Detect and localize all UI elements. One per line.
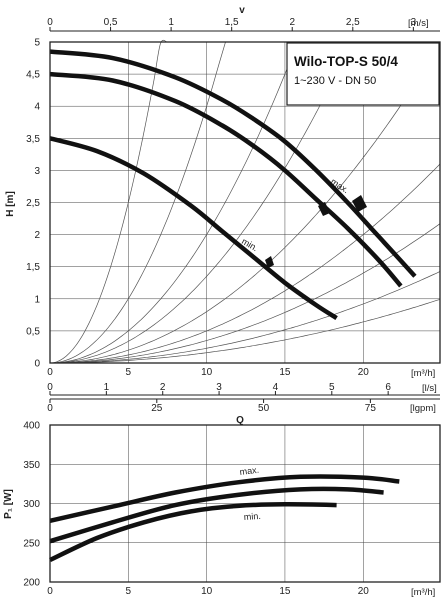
lgpm-tick-label: 0 [47, 403, 53, 414]
system-curve [49, 223, 441, 364]
lgpm-tick-label: 50 [258, 403, 270, 414]
velocity-axis: v 0 0,5 1 1,5 2 2,5 3 [m/s] [47, 5, 440, 32]
velocity-ticks: 0 0,5 1 1,5 2 2,5 3 [47, 17, 440, 32]
setting-marker-max [352, 195, 367, 212]
ls-tick-label: 1 [104, 382, 110, 393]
head-frame [49, 41, 441, 364]
system-curve [49, 41, 226, 364]
ls-tick-label: 4 [273, 382, 279, 393]
power-x-tick-label: 15 [279, 586, 291, 597]
lgpm-unit: [lgpm] [410, 403, 436, 414]
power-y-tick-label: 400 [23, 421, 40, 432]
head-y-ticks: 0 0,5 1 1,5 2 2,5 3 3,5 4 4,5 5 [26, 38, 40, 370]
head-series-line-2 [49, 136, 338, 320]
q-axis-label: Q [236, 415, 244, 426]
head-series-line-0 [49, 49, 417, 278]
head-series-line-1 [49, 71, 403, 288]
velocity-axis-label: v [239, 5, 245, 16]
velocity-tick-label: 1 [168, 17, 174, 28]
ls-axis: 0 1 2 3 4 5 6 [l/s] [47, 382, 440, 396]
power-series-line-1 [49, 486, 384, 544]
setting-marker-min [265, 256, 274, 268]
power-series-line-2 [49, 502, 337, 563]
velocity-tick-label: 3 [411, 17, 417, 28]
power-frame [49, 424, 441, 583]
ls-tick-label: 6 [385, 382, 391, 393]
power-y-ticks: 200 250 300 350 400 [23, 421, 40, 589]
lgpm-tick-label: 25 [151, 403, 163, 414]
head-y-tick-label: 0 [34, 359, 40, 370]
ls-tick-label: 0 [47, 382, 53, 393]
head-y-tick-label: 4 [34, 102, 40, 113]
velocity-tick-label: 1,5 [225, 17, 239, 28]
system-curve [49, 41, 356, 364]
power-series-line-0 [49, 474, 400, 523]
ls-ticks: 0 1 2 3 4 5 6 [47, 382, 391, 395]
lgpm-tick-label: 75 [365, 403, 377, 414]
system-curve [49, 271, 441, 364]
head-x-tick-label: 0 [47, 367, 53, 378]
title-box [286, 42, 440, 106]
head-x-unit: [m³/h] [411, 368, 435, 379]
power-y-tick-label: 250 [23, 538, 40, 549]
velocity-tick-label: 0,5 [104, 17, 118, 28]
power-y-tick-label: 300 [23, 499, 40, 510]
head-y-tick-label: 3 [34, 166, 40, 177]
power-min-label: min. [243, 511, 261, 522]
power-y-axis-label: P₁ [W] [3, 489, 14, 519]
system-curve [49, 163, 441, 364]
system-curve [49, 41, 304, 364]
head-y-tick-label: 1,5 [26, 262, 40, 273]
system-curve [49, 44, 441, 364]
ls-unit: [l/s] [422, 383, 437, 394]
head-series [49, 49, 417, 320]
lgpm-axis: 0 25 50 75 [lgpm] Q [47, 398, 440, 426]
head-y-tick-label: 4,5 [26, 70, 40, 81]
power-x-tick-label: 0 [47, 586, 53, 597]
power-y-tick-label: 350 [23, 460, 40, 471]
head-y-tick-label: 1 [34, 294, 40, 305]
power-x-ticks: 0 5 10 15 20 [47, 586, 369, 597]
velocity-tick-label: 2,5 [346, 17, 360, 28]
chart-subtitle: 1~230 V - DN 50 [294, 75, 376, 87]
head-x-tick-label: 5 [126, 367, 132, 378]
head-y-tick-label: 2,5 [26, 198, 40, 209]
system-curve [49, 298, 441, 364]
head-grid [49, 41, 440, 364]
ls-tick-label: 3 [216, 382, 222, 393]
head-y-tick-label: 0,5 [26, 326, 40, 337]
velocity-tick-label: 0 [47, 17, 53, 28]
ls-tick-label: 5 [329, 382, 335, 393]
head-y-tick-label: 3,5 [26, 134, 40, 145]
lgpm-ticks: 0 25 50 75 [47, 399, 376, 414]
head-chart: 0 0,5 1 1,5 2 2,5 3 3,5 4 4,5 5 0 5 10 15 20 H [m] [m³… [5, 38, 441, 379]
head-x-tick-label: 15 [279, 367, 291, 378]
head-y-tick-label: 5 [34, 38, 40, 49]
power-series [49, 474, 400, 563]
head-y-tick-label: 2 [34, 230, 40, 241]
power-x-tick-label: 5 [126, 586, 132, 597]
system-curve [49, 39, 168, 364]
power-x-unit: [m³/h] [411, 587, 435, 598]
head-x-tick-label: 20 [358, 367, 370, 378]
power-y-tick-label: 200 [23, 578, 40, 589]
power-x-tick-label: 20 [358, 586, 370, 597]
velocity-tick-label: 2 [289, 17, 295, 28]
power-chart: 200 250 300 350 400 0 5 10 15 20 P₁ [W] [m³/h] m… [3, 421, 441, 598]
velocity-unit: [m/s] [408, 18, 429, 29]
head-x-ticks: 0 5 10 15 20 [47, 367, 369, 378]
system-curves [49, 39, 441, 364]
head-x-tick-label: 10 [201, 367, 213, 378]
head-y-axis-label: H [m] [5, 191, 16, 217]
chart-title: Wilo-TOP-S 50/4 [294, 54, 398, 69]
setting-marker-mid [318, 202, 330, 216]
power-max-label: max. [239, 465, 260, 477]
ls-tick-label: 2 [160, 382, 166, 393]
power-x-tick-label: 10 [201, 586, 213, 597]
